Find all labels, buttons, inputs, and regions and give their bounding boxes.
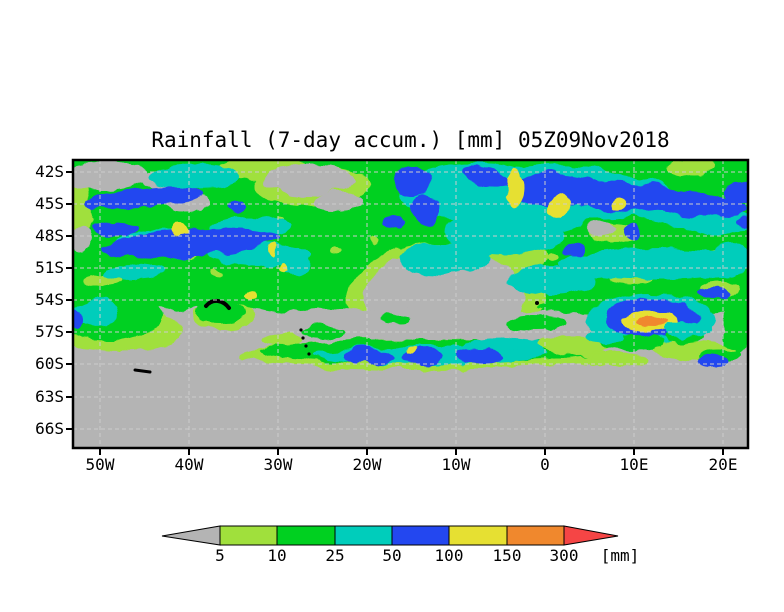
y-axis-ticks	[66, 171, 73, 430]
island-south-orkney	[133, 368, 152, 374]
rain-field	[73, 160, 748, 448]
colorbar-bin-150-300	[506, 525, 565, 546]
islands-south-sandwich	[299, 328, 311, 356]
x-tick-label-40w: 40W	[174, 455, 204, 474]
colorbar-bin-5-10	[219, 525, 278, 546]
colorbar	[161, 525, 619, 546]
x-tick-label-10w: 10W	[441, 455, 471, 474]
y-tick-label-48s: 48S	[35, 226, 64, 245]
colorbar-arrow-above-300	[563, 525, 619, 546]
x-tick-label-20e: 20E	[708, 455, 738, 474]
colorbar-bin-10-25	[276, 525, 336, 546]
colorbar-label-100: 100	[434, 546, 464, 565]
colorbar-bin-100-150	[448, 525, 508, 546]
y-tick-label-60s: 60S	[35, 354, 64, 373]
island-contours	[133, 299, 539, 374]
x-tick-label-10e: 10E	[619, 455, 649, 474]
colorbar-bin-50-100	[391, 525, 450, 546]
x-tick-label-0: 0	[540, 455, 550, 474]
colorbar-label-5: 5	[215, 546, 225, 565]
colorbar-bin-25-50	[334, 525, 393, 546]
map-border	[71, 158, 750, 450]
y-tick-label-63s: 63S	[35, 387, 64, 406]
rainfall-map-canvas	[66, 158, 750, 455]
island-south-georgia	[204, 299, 231, 310]
grid-lines	[73, 160, 748, 448]
x-tick-label-20w: 20W	[352, 455, 382, 474]
colorbar-label-300: 300	[549, 546, 579, 565]
colorbar-unit-label: [mm]	[600, 546, 640, 565]
y-tick-label-45s: 45S	[35, 194, 64, 213]
x-tick-label-50w: 50W	[85, 455, 115, 474]
y-tick-label-51s: 51S	[35, 258, 64, 277]
colorbar-label-50: 50	[382, 546, 402, 565]
y-tick-label-42s: 42S	[35, 162, 64, 181]
colorbar-label-25: 25	[325, 546, 345, 565]
y-tick-label-66s: 66S	[35, 419, 64, 438]
island-bouvet	[535, 301, 539, 305]
colorbar-arrow-below-5	[161, 525, 221, 546]
rain-field-blobs	[73, 160, 748, 448]
y-tick-label-57s: 57S	[35, 322, 64, 341]
x-axis-ticks	[99, 448, 724, 455]
plot-title: Rainfall (7-day accum.) [mm] 05Z09Nov201…	[151, 128, 670, 152]
y-tick-label-54s: 54S	[35, 290, 64, 309]
colorbar-label-150: 150	[492, 546, 522, 565]
colorbar-label-10: 10	[267, 546, 287, 565]
x-tick-label-30w: 30W	[263, 455, 293, 474]
